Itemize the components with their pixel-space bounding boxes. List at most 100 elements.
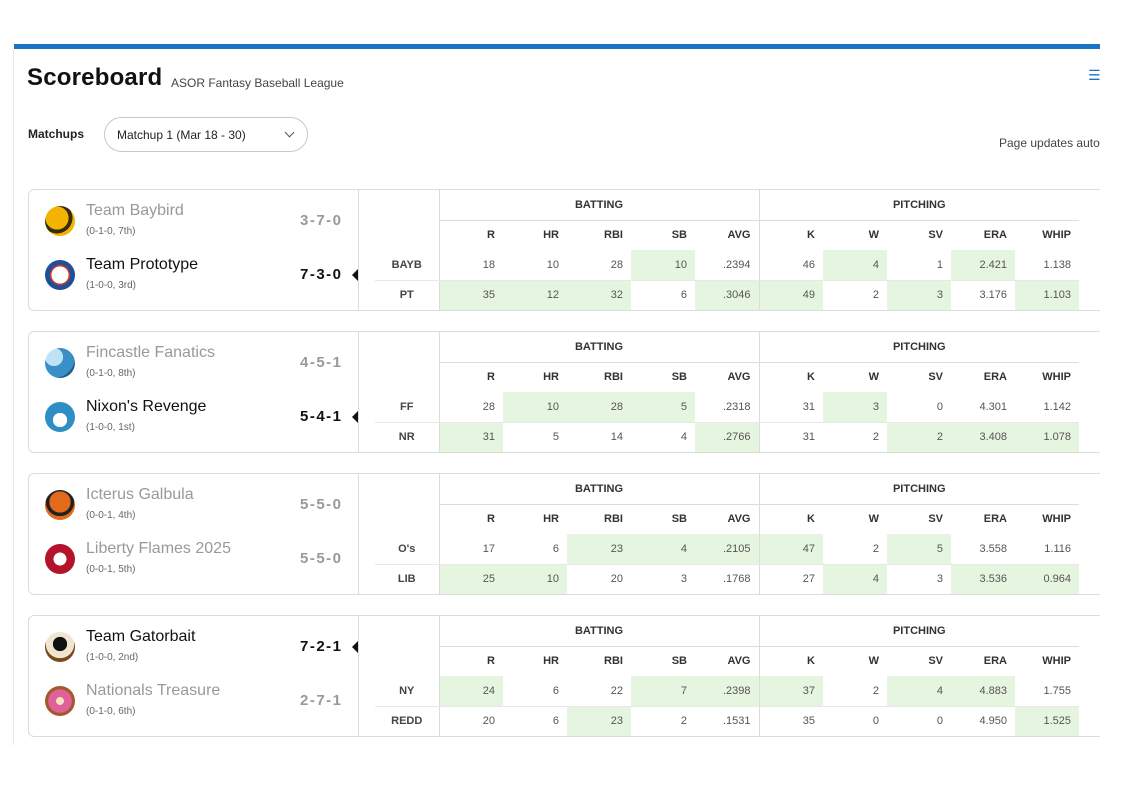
- stat-column-header[interactable]: R: [487, 655, 495, 668]
- stat-cell: 35: [439, 280, 503, 310]
- stat-column-header[interactable]: W: [868, 229, 879, 242]
- stat-column-header[interactable]: K: [807, 229, 815, 242]
- stat-column-header[interactable]: AVG: [695, 504, 760, 534]
- stat-column-header[interactable]: WHIP: [1042, 229, 1071, 242]
- stat-column-header[interactable]: AVG: [695, 646, 760, 676]
- team-abbr: O's: [375, 534, 440, 565]
- stat-cell: 37: [759, 676, 823, 707]
- stat-cell: 6: [503, 534, 567, 565]
- team-name[interactable]: Icterus Galbula: [86, 486, 194, 503]
- menu-icon[interactable]: ☰: [1088, 67, 1101, 83]
- team-name[interactable]: Team Gatorbait: [86, 628, 196, 645]
- stat-cell: 4: [680, 431, 687, 444]
- team-name[interactable]: Team Baybird: [86, 202, 184, 219]
- stat-cell: 28: [567, 250, 631, 281]
- stat-cell: 23: [567, 706, 631, 736]
- matchup-card[interactable]: Fincastle Fanatics (0-1-0, 8th) 4-5-1 Nixon…: [28, 331, 1100, 453]
- stat-column-header[interactable]: SB: [671, 655, 687, 668]
- updates-note: Page updates auto: [999, 136, 1100, 150]
- blank-cell: [375, 362, 440, 392]
- matchup-select[interactable]: Matchup 1 (Mar 18 - 30): [104, 117, 308, 152]
- stat-cell: 3.536: [951, 564, 1015, 594]
- stat-cell: 31: [802, 431, 815, 444]
- stat-cell: 0.964: [1015, 564, 1079, 594]
- stat-column-header[interactable]: W: [868, 513, 879, 526]
- matchups-label: Matchups: [28, 127, 85, 141]
- stat-column-header[interactable]: WHIP: [1042, 513, 1071, 526]
- team-row[interactable]: Nixon's Revenge (1-0-0, 1st) 5-4-1: [29, 394, 359, 444]
- stat-column-header[interactable]: ERA: [983, 513, 1007, 526]
- team-name[interactable]: Liberty Flames 2025: [86, 540, 231, 557]
- stat-column-header[interactable]: WHIP: [1042, 371, 1071, 384]
- team-name[interactable]: Nixon's Revenge: [86, 398, 207, 415]
- stat-column-header[interactable]: RBI: [604, 371, 623, 384]
- stat-column-header[interactable]: SB: [671, 229, 687, 242]
- stat-column-header[interactable]: K: [807, 655, 815, 668]
- top-accent-bar: [14, 44, 1100, 49]
- stat-column-header[interactable]: W: [868, 371, 879, 384]
- team-abbr: NY: [375, 676, 440, 707]
- team-abbr: BAYB: [375, 250, 440, 281]
- team-row[interactable]: Team Gatorbait (1-0-0, 2nd) 7-2-1: [29, 624, 359, 674]
- stat-column-header[interactable]: R: [487, 229, 495, 242]
- team-row[interactable]: Icterus Galbula (0-0-1, 4th) 5-5-0: [29, 482, 359, 532]
- stat-cell: 3.176: [979, 289, 1007, 302]
- stat-column-header[interactable]: K: [807, 513, 815, 526]
- stat-cell: 1.116: [1015, 534, 1079, 565]
- stat-column-header[interactable]: SV: [928, 655, 943, 668]
- blank-cell: [375, 332, 440, 362]
- stat-cell: 46: [759, 250, 823, 281]
- stat-cell: 6: [680, 289, 687, 302]
- stat-column-header[interactable]: R: [487, 513, 495, 526]
- matchup-card[interactable]: Team Baybird (0-1-0, 7th) 3-7-0 Team Protot…: [28, 189, 1100, 311]
- stat-column-header[interactable]: HR: [543, 229, 559, 242]
- batting-group-header: BATTING: [439, 190, 760, 221]
- stat-column-header[interactable]: ERA: [983, 655, 1007, 668]
- stat-cell: 10: [631, 250, 695, 281]
- stat-column-header[interactable]: R: [487, 371, 495, 384]
- stat-column-header[interactable]: ERA: [983, 371, 1007, 384]
- stat-cell: 3: [823, 392, 887, 423]
- stat-column-header[interactable]: SV: [928, 371, 943, 384]
- team-row[interactable]: Team Baybird (0-1-0, 7th) 3-7-0: [29, 198, 359, 248]
- left-rule: [13, 50, 14, 745]
- stat-cell: 3: [887, 280, 951, 310]
- stat-column-header[interactable]: K: [807, 371, 815, 384]
- team-row[interactable]: Team Prototype (1-0-0, 3rd) 7-3-0: [29, 252, 359, 302]
- stat-column-header[interactable]: RBI: [604, 655, 623, 668]
- team-record: (1-0-0, 1st): [86, 422, 135, 433]
- team-panel: Icterus Galbula (0-0-1, 4th) 5-5-0 Liberty …: [29, 474, 359, 594]
- stat-column-header[interactable]: HR: [543, 513, 559, 526]
- matchup-card[interactable]: Team Gatorbait (1-0-0, 2nd) 7-2-1 Nationals…: [28, 615, 1100, 737]
- stat-column-header[interactable]: RBI: [604, 229, 623, 242]
- matchup-card[interactable]: Icterus Galbula (0-0-1, 4th) 5-5-0 Liberty …: [28, 473, 1100, 595]
- team-name[interactable]: Nationals Treasure: [86, 682, 221, 699]
- stat-column-header[interactable]: SB: [671, 513, 687, 526]
- stat-cell: 2: [680, 715, 687, 728]
- team-record: (0-1-0, 8th): [86, 368, 136, 379]
- stat-cell: 0: [872, 715, 879, 728]
- stat-column-header[interactable]: SV: [928, 513, 943, 526]
- stat-column-header[interactable]: SB: [671, 371, 687, 384]
- stat-column-header[interactable]: SV: [928, 229, 943, 242]
- stat-column-header[interactable]: HR: [543, 371, 559, 384]
- team-name[interactable]: Team Prototype: [86, 256, 199, 273]
- stat-column-header[interactable]: ERA: [983, 229, 1007, 242]
- team-row[interactable]: Nationals Treasure (0-1-0, 6th) 2-7-1: [29, 678, 359, 728]
- pitching-group-header: PITCHING: [759, 616, 1079, 647]
- team-row[interactable]: Fincastle Fanatics (0-1-0, 8th) 4-5-1: [29, 340, 359, 390]
- stat-cell: 1: [887, 250, 951, 281]
- stat-cell: 1.078: [1015, 422, 1079, 452]
- stat-cell: 2: [823, 534, 887, 565]
- stat-column-header[interactable]: W: [868, 655, 879, 668]
- stat-column-header[interactable]: AVG: [695, 362, 760, 392]
- stat-column-header[interactable]: AVG: [695, 220, 760, 250]
- team-panel: Team Gatorbait (1-0-0, 2nd) 7-2-1 Nationals…: [29, 616, 359, 736]
- stat-column-header[interactable]: HR: [543, 655, 559, 668]
- team-row[interactable]: Liberty Flames 2025 (0-0-1, 5th) 5-5-0: [29, 536, 359, 586]
- stat-cell: 4: [823, 250, 887, 281]
- n-cap-logo: [45, 402, 75, 432]
- stat-column-header[interactable]: WHIP: [1042, 655, 1071, 668]
- stat-column-header[interactable]: RBI: [604, 513, 623, 526]
- team-name[interactable]: Fincastle Fanatics: [86, 344, 215, 361]
